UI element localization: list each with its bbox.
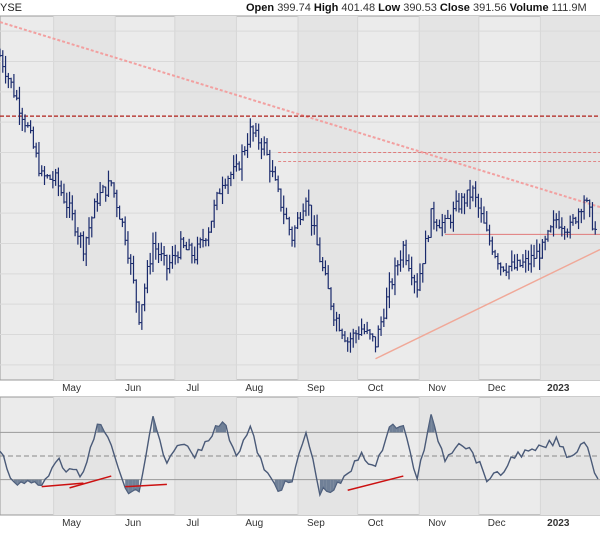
- indicator-x-tick-label: Dec: [488, 518, 506, 529]
- low-label: Low: [378, 2, 401, 14]
- open-label: Open: [246, 2, 275, 14]
- price-x-tick-label: Jun: [125, 383, 141, 394]
- volume-label: Volume: [509, 2, 549, 14]
- price-x-tick-label: Jul: [186, 383, 199, 394]
- oversold-fill: [319, 479, 324, 495]
- indicator-x-tick-label: Oct: [368, 518, 384, 529]
- divergence-line: [347, 475, 404, 491]
- price-x-tick-label: Nov: [428, 383, 446, 394]
- overbought-fill: [427, 414, 432, 433]
- oversold-fill: [337, 479, 341, 484]
- indicator-x-tick-label: Jun: [125, 518, 141, 529]
- divergence-line: [69, 475, 112, 489]
- price-x-tick-label: Oct: [368, 383, 384, 394]
- indicator-x-tick-label: Sep: [307, 518, 325, 529]
- overbought-fill: [97, 424, 101, 433]
- high-value: 401.48: [341, 2, 376, 14]
- oversold-fill: [24, 479, 28, 484]
- volume-value: 111.9M: [551, 2, 587, 14]
- price-x-tick-label: Aug: [245, 383, 263, 394]
- ohlc-readout: Open 399.74 High 401.48 Low 390.53 Close…: [246, 2, 587, 14]
- divergence-line: [125, 483, 167, 488]
- oversold-fill: [326, 479, 331, 493]
- overbought-fill: [222, 422, 226, 433]
- overbought-fill: [431, 414, 435, 433]
- overbought-fill: [152, 416, 157, 433]
- overbought-fill: [399, 425, 404, 433]
- close-value: 391.56: [472, 2, 507, 14]
- high-label: High: [313, 2, 339, 14]
- oversold-fill: [278, 479, 282, 492]
- oversold-fill: [333, 479, 338, 490]
- indicator-x-tick-label: Jul: [186, 518, 199, 529]
- overbought-fill: [396, 426, 400, 433]
- oversold-fill: [288, 479, 293, 483]
- oversold-fill: [17, 479, 21, 486]
- open-value: 399.74: [277, 2, 311, 14]
- oversold-fill: [31, 479, 35, 483]
- oversold-fill: [27, 479, 32, 483]
- oversold-fill: [34, 479, 39, 486]
- overbought-fill: [219, 422, 223, 433]
- overbought-fill: [215, 425, 220, 433]
- overbought-fill: [392, 424, 397, 433]
- price-x-tick-label: Sep: [307, 383, 325, 394]
- oversold-fill: [330, 479, 334, 493]
- exchange-label: YSE: [0, 2, 23, 14]
- price-x-tick-label: Dec: [488, 383, 506, 394]
- oversold-fill: [323, 479, 327, 492]
- indicator-x-tick-label: May: [62, 518, 81, 529]
- price-x-tick-label: May: [62, 383, 81, 394]
- price-x-tick-label: 2023: [547, 383, 570, 394]
- indicator-x-tick-label: 2023: [547, 518, 570, 529]
- oversold-fill: [38, 479, 42, 486]
- oversold-fill: [285, 479, 289, 483]
- close-label: Close: [439, 2, 470, 14]
- price-month-band: [419, 16, 479, 380]
- indicator-x-tick-label: Nov: [428, 518, 446, 529]
- price-month-band: [174, 16, 237, 380]
- divergence-line: [41, 482, 84, 488]
- uptrend-line: [375, 248, 600, 360]
- oversold-fill: [20, 479, 25, 484]
- overbought-fill: [100, 424, 105, 433]
- oversold-fill: [13, 479, 18, 486]
- low-value: 390.53: [403, 2, 437, 14]
- oversold-fill: [274, 479, 279, 492]
- overbought-fill: [389, 424, 393, 433]
- price-month-band: [298, 16, 358, 380]
- oversold-fill: [281, 479, 286, 491]
- indicator-x-tick-label: Aug: [245, 518, 263, 529]
